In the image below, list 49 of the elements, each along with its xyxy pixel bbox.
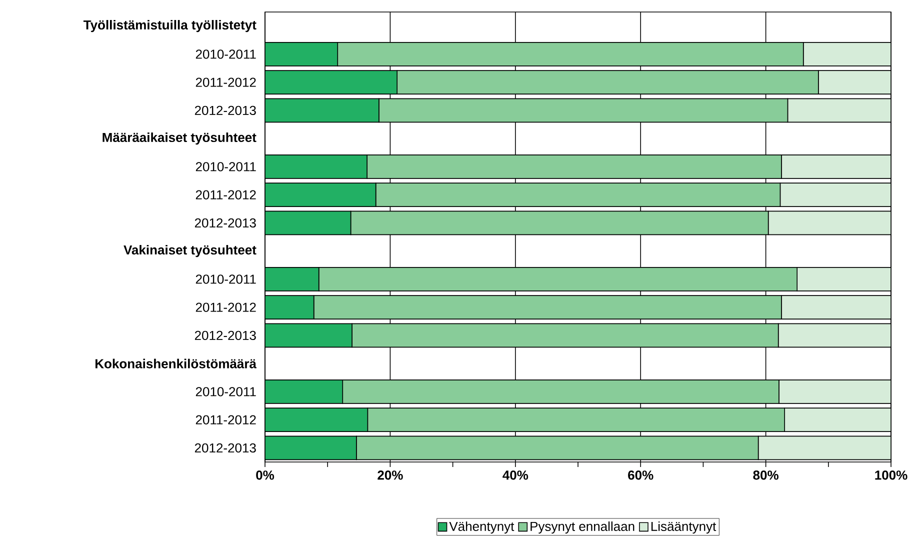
- y-tick-label: Työllistämistuilla työllistetyt: [83, 20, 256, 32]
- bar: [784, 408, 892, 432]
- y-tick-label: 2010-2011: [196, 274, 256, 284]
- bar: [768, 210, 892, 236]
- x-tick-label: 20%: [378, 470, 403, 480]
- y-tick-label: 2011-2012: [196, 78, 256, 87]
- bar: [265, 436, 357, 460]
- bar: [265, 42, 338, 66]
- legend-label: Pysynyt ennallaan: [530, 521, 634, 534]
- bar: [818, 70, 892, 94]
- y-tick-label: Määräaikaiset työsuhteet: [102, 132, 256, 145]
- bar: [780, 182, 892, 207]
- x-tick-label: 80%: [753, 470, 778, 480]
- bar: [265, 323, 352, 348]
- y-tick-label: 2010-2011: [196, 50, 256, 59]
- x-tick-label: 0%: [256, 470, 274, 480]
- bar: [265, 70, 398, 94]
- bar: [778, 380, 892, 404]
- bar: [781, 154, 892, 179]
- bar: [265, 380, 344, 404]
- bar: [265, 210, 352, 236]
- bar: [265, 295, 314, 320]
- y-tick-label: 2012-2013: [194, 443, 256, 453]
- legend-label: Vähentynyt: [449, 521, 514, 534]
- bar: [796, 267, 892, 292]
- y-tick-label: 2010-2011: [196, 162, 256, 172]
- y-tick-label: 2011-2012: [196, 190, 256, 200]
- y-tick-label: 2011-2012: [196, 302, 256, 312]
- legend-label: Lisääntynyt: [651, 521, 716, 534]
- bar: [758, 436, 892, 460]
- bar: [778, 323, 892, 348]
- y-tick-label: 2012-2013: [194, 106, 256, 116]
- y-tick-label: 2011-2012: [196, 415, 256, 424]
- x-tick-label: 40%: [502, 470, 528, 480]
- x-tick-label: 100%: [875, 470, 908, 480]
- y-tick-label: Vakinaiset työsuhteet: [124, 245, 256, 258]
- bar: [265, 154, 368, 179]
- y-tick-label: 2012-2013: [194, 218, 256, 228]
- bar: [265, 98, 380, 123]
- bar: [265, 182, 376, 207]
- bar: [265, 267, 320, 292]
- bar: [781, 295, 892, 320]
- y-tick-label: Kokonaishenkilöstömäärä: [96, 358, 256, 368]
- bar: [802, 42, 892, 66]
- bar: [265, 408, 368, 432]
- y-tick-label: 2010-2011: [196, 387, 256, 396]
- bar: [787, 98, 892, 123]
- y-tick-label: 2012-2013: [194, 330, 256, 340]
- x-tick-label: 60%: [628, 470, 654, 480]
